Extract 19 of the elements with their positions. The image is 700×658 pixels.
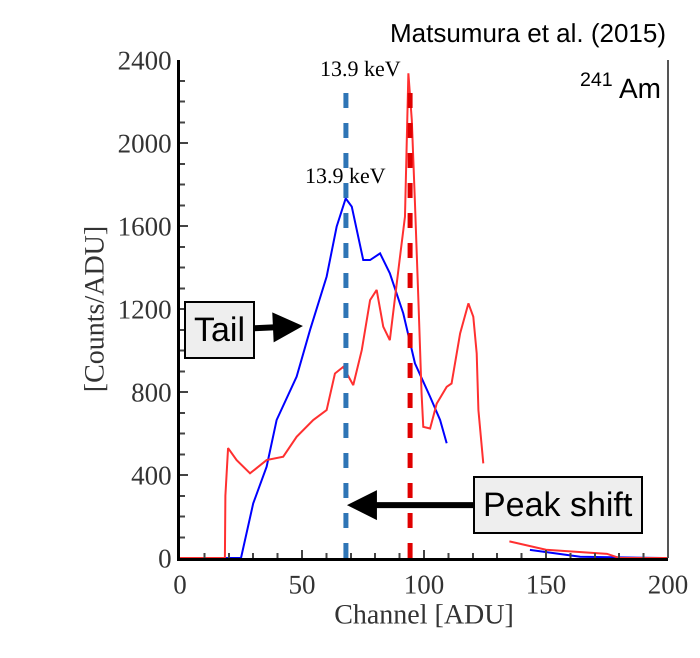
- x-tick-label: 100: [404, 569, 444, 600]
- annotation: $^{241}$ Am: [580, 69, 661, 104]
- x-tick-label: 150: [526, 569, 566, 600]
- y-tick-label: 1200: [118, 294, 172, 324]
- y-tick-label: 2400: [118, 45, 172, 76]
- y-tick-label: 800: [131, 377, 172, 408]
- y-tick-label: 2000: [118, 128, 172, 158]
- y-tick-label: 1600: [118, 211, 172, 242]
- annotation: 13.9 keV: [305, 163, 386, 188]
- x-tick-label: 200: [648, 569, 688, 600]
- x-tick-label: 50: [288, 569, 316, 600]
- annotation: 13.9 keV: [320, 56, 401, 81]
- y-axis-title: [Counts/ADU]: [79, 226, 110, 392]
- text: Matsumura et al. (2015): [390, 18, 666, 48]
- y-tick-label: 0: [158, 543, 172, 574]
- y-tick-label: 400: [131, 460, 172, 490]
- x-axis-title: Channel [ADU]: [334, 599, 514, 630]
- annotation: Tail: [194, 311, 246, 349]
- annotation: Peak shift: [483, 486, 633, 524]
